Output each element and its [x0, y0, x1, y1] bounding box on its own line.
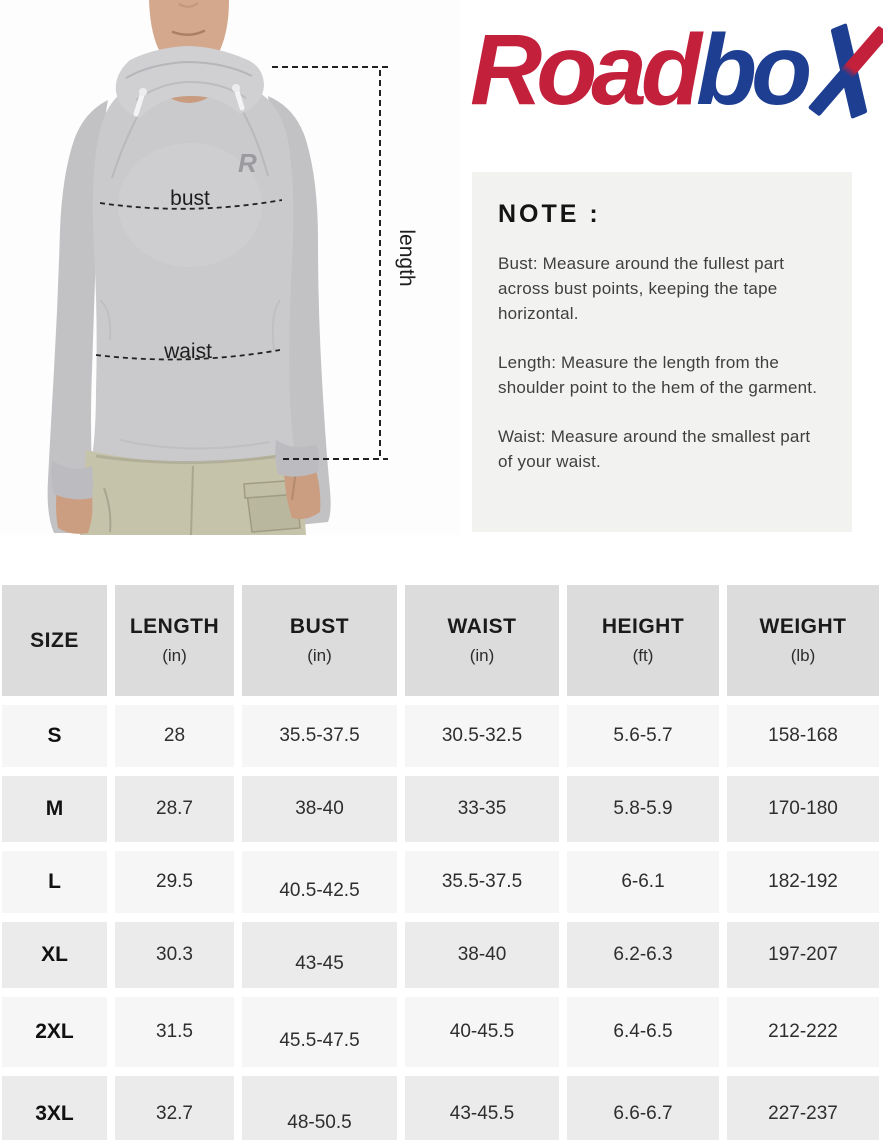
table-cell: 48-50.5: [242, 1076, 397, 1140]
table-cell: 35.5-37.5: [405, 851, 559, 913]
note-box: NOTE : Bust: Measure around the fullest …: [472, 172, 852, 532]
model-illustration: R: [0, 0, 460, 535]
table-cell: 170-180: [727, 776, 879, 842]
table-cell: 32.7: [115, 1076, 234, 1140]
table-cell: 182-192: [727, 851, 879, 913]
table-cell: 43-45.5: [405, 1076, 559, 1140]
table-cell: 2XL: [2, 997, 107, 1067]
logo-x-glyph: x: [807, 22, 883, 120]
table-cell: 40.5-42.5: [242, 851, 397, 913]
note-title: NOTE :: [498, 200, 601, 228]
table-cell: 6.4-6.5: [567, 997, 719, 1067]
table-cell: 6.6-6.7: [567, 1076, 719, 1140]
table-cell: 43-45: [242, 922, 397, 988]
waist-label: waist: [163, 340, 212, 363]
measurement-overlay: bust waist length: [95, 66, 418, 460]
bust-label: bust: [170, 187, 210, 210]
waist-line: [95, 349, 281, 361]
bust-line: [99, 199, 283, 210]
header-cell-size: SIZE: [2, 585, 107, 696]
logo-text-red: Road: [470, 14, 702, 126]
header-cell-height: HEIGHT (ft): [567, 585, 719, 696]
table-cell: 45.5-47.5: [242, 997, 397, 1067]
table-cell: 33-35: [405, 776, 559, 842]
header-cell-bust: BUST (in): [242, 585, 397, 696]
table-cell: 29.5: [115, 851, 234, 913]
mouth: [171, 29, 206, 36]
brand-logo: Roadbox: [470, 18, 883, 130]
table-cell: 197-207: [727, 922, 879, 988]
product-photo: R bust waist length: [0, 0, 460, 535]
table-cell: M: [2, 776, 107, 842]
table-cell: 5.6-5.7: [567, 705, 719, 767]
note-item-length: Length: Measure the length from the shou…: [498, 353, 818, 397]
chest-logo: R: [238, 148, 257, 178]
table-cell: 227-237: [727, 1076, 879, 1140]
table-cell: 38-40: [405, 922, 559, 988]
table-cell: 6.2-6.3: [567, 922, 719, 988]
table-cell: 40-45.5: [405, 997, 559, 1067]
header-cell-weight: WEIGHT (lb): [727, 585, 879, 696]
table-cell: 5.8-5.9: [567, 776, 719, 842]
header-cell-length: LENGTH (in): [115, 585, 234, 696]
table-cell: S: [2, 705, 107, 767]
table-cell: 158-168: [727, 705, 879, 767]
size-table: SIZE LENGTH (in) BUST (in) WAIST (in) HEIGH…: [2, 585, 879, 1140]
note-item-waist: Waist: Measure around the smallest part …: [498, 427, 811, 471]
table-cell: XL: [2, 922, 107, 988]
length-label: length: [395, 229, 418, 286]
table-cell: 30.5-32.5: [405, 705, 559, 767]
table-cell: 30.3: [115, 922, 234, 988]
table-cell: 212-222: [727, 997, 879, 1067]
table-cell: 35.5-37.5: [242, 705, 397, 767]
hoodie-torso: [92, 82, 296, 472]
table-cell: 28.7: [115, 776, 234, 842]
table-cell: 3XL: [2, 1076, 107, 1140]
table-cell: 6-6.1: [567, 851, 719, 913]
logo-text-blue: bo: [696, 14, 812, 126]
table-cell: 28: [115, 705, 234, 767]
header-cell-waist: WAIST (in): [405, 585, 559, 696]
table-cell: L: [2, 851, 107, 913]
table-cell: 31.5: [115, 997, 234, 1067]
table-cell: 38-40: [242, 776, 397, 842]
note-item-bust: Bust: Measure around the fullest part ac…: [498, 254, 785, 323]
